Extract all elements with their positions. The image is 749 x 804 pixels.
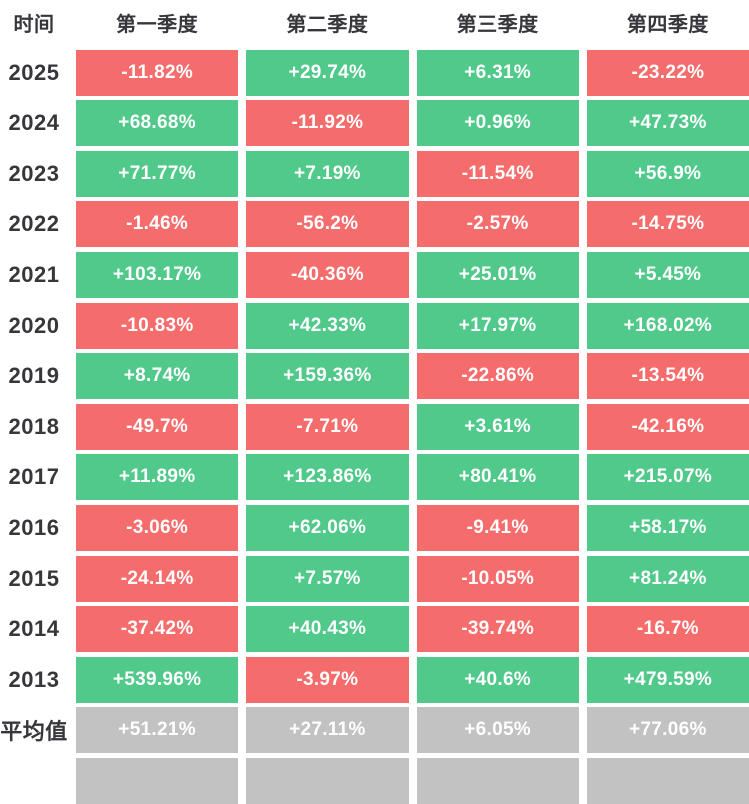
table-row: 2021 +103.17% -40.36% +25.01% +5.45%	[0, 251, 749, 298]
table-row: 2023 +71.77% +7.19% -11.54% +56.9%	[0, 150, 749, 197]
row-label: 2016	[8, 514, 60, 540]
value-cell: +62.06%	[246, 504, 409, 551]
value-cell: +6.31%	[416, 49, 579, 96]
value-cell: +5.45%	[586, 251, 749, 298]
table-row: 2025 -11.82% +29.74% +6.31% -23.22%	[0, 49, 749, 96]
value-cell: -24.14%	[76, 555, 239, 602]
value-cell: +25.01%	[416, 251, 579, 298]
value-cell: -14.75%	[586, 201, 749, 248]
value-cell: -22.86%	[416, 353, 579, 400]
value-cell: +40.43%	[246, 606, 409, 653]
row-label: 2015	[8, 565, 60, 591]
value-cell: +81.24%	[586, 555, 749, 602]
table-row: 2016 -3.06% +62.06% -9.41% +58.17%	[0, 504, 749, 551]
value-cell: -3.06%	[76, 504, 239, 551]
value-cell: -16.7%	[586, 606, 749, 653]
value-cell: +7.57%	[246, 555, 409, 602]
time-column-header: 时间	[13, 14, 55, 36]
value-cell: +51.21%	[76, 707, 239, 754]
table-row: 2024 +68.68% -11.92% +0.96% +47.73%	[0, 100, 749, 147]
column-header-q4: 第四季度	[626, 14, 709, 36]
row-label: 2021	[8, 261, 60, 287]
row-label: 2024	[8, 110, 60, 136]
row-label: 2022	[8, 211, 60, 237]
value-cell: +68.68%	[76, 100, 239, 147]
value-cell: -2.57%	[416, 201, 579, 248]
value-cell: +159.36%	[246, 353, 409, 400]
value-cell: -11.54%	[416, 150, 579, 197]
value-cell: -40.36%	[246, 251, 409, 298]
row-label: 2017	[8, 464, 60, 490]
value-cell: +27.11%	[246, 707, 409, 754]
row-label: 2023	[8, 160, 60, 186]
value-cell: +168.02%	[586, 302, 749, 349]
value-cell: +215.07%	[586, 454, 749, 501]
value-cell: +539.96%	[76, 656, 239, 703]
value-cell: +58.17%	[586, 504, 749, 551]
row-label: 平均值	[0, 719, 68, 745]
row-label: 2025	[8, 59, 60, 85]
value-cell: -56.2%	[246, 201, 409, 248]
value-cell: -13.54%	[586, 353, 749, 400]
row-label: 2018	[8, 413, 60, 439]
table-row: 2018 -49.7% -7.71% +3.61% -42.16%	[0, 403, 749, 450]
column-header-q3: 第三季度	[456, 14, 539, 36]
table-row: 2020 -10.83% +42.33% +17.97% +168.02%	[0, 302, 749, 349]
value-cell: +77.06%	[586, 707, 749, 754]
table-row: 2014 -37.42% +40.43% -39.74% -16.7%	[0, 606, 749, 653]
value-cell: -11.82%	[76, 49, 239, 96]
value-cell: +6.05%	[416, 707, 579, 754]
value-cell: +479.59%	[586, 656, 749, 703]
value-cell: -23.22%	[586, 49, 749, 96]
value-cell: -39.74%	[416, 606, 579, 653]
value-cell: +80.41%	[416, 454, 579, 501]
value-cell: +42.33%	[246, 302, 409, 349]
value-cell: -3.97%	[246, 656, 409, 703]
row-label: 2014	[8, 616, 60, 642]
table-row: 平均值 +51.21% +27.11% +6.05% +77.06%	[0, 707, 749, 754]
row-label: 2020	[8, 312, 60, 338]
value-cell: +47.73%	[586, 100, 749, 147]
value-cell: -1.46%	[76, 201, 239, 248]
value-cell: +56.9%	[586, 150, 749, 197]
value-cell: +40.6%	[416, 656, 579, 703]
value-cell: +3.61%	[416, 403, 579, 450]
value-cell: -7.71%	[246, 403, 409, 450]
value-cell: -37.42%	[76, 606, 239, 653]
row-label: 2019	[8, 363, 60, 389]
value-cell: -10.05%	[416, 555, 579, 602]
value-cell: +0.96%	[416, 100, 579, 147]
table-header: 时间 第一季度 第二季度 第三季度 第四季度	[0, 0, 749, 45]
value-cell: -49.7%	[76, 403, 239, 450]
value-cell: +123.86%	[246, 454, 409, 501]
value-cell: -11.92%	[246, 100, 409, 147]
value-cell: +17.97%	[416, 302, 579, 349]
value-cell: +11.89%	[76, 454, 239, 501]
value-cell: -10.83%	[76, 302, 239, 349]
column-header-q1: 第一季度	[116, 14, 199, 36]
value-cell: +7.19%	[246, 150, 409, 197]
row-label: 2013	[8, 666, 60, 692]
value-cell: +71.77%	[76, 150, 239, 197]
value-cell: +29.74%	[246, 49, 409, 96]
value-cell: -42.16%	[586, 403, 749, 450]
value-cell: +8.74%	[76, 353, 239, 400]
table-row: 2022 -1.46% -56.2% -2.57% -14.75%	[0, 201, 749, 248]
column-header-q2: 第二季度	[286, 14, 369, 36]
value-cell: +103.17%	[76, 251, 239, 298]
table-row: 2017 +11.89% +123.86% +80.41% +215.07%	[0, 454, 749, 501]
table-row: 2015 -24.14% +7.57% -10.05% +81.24%	[0, 555, 749, 602]
table-row: 2013 +539.96% -3.97% +40.6% +479.59%	[0, 656, 749, 703]
value-cell: -9.41%	[416, 504, 579, 551]
table-row: 2019 +8.74% +159.36% -22.86% -13.54%	[0, 353, 749, 400]
